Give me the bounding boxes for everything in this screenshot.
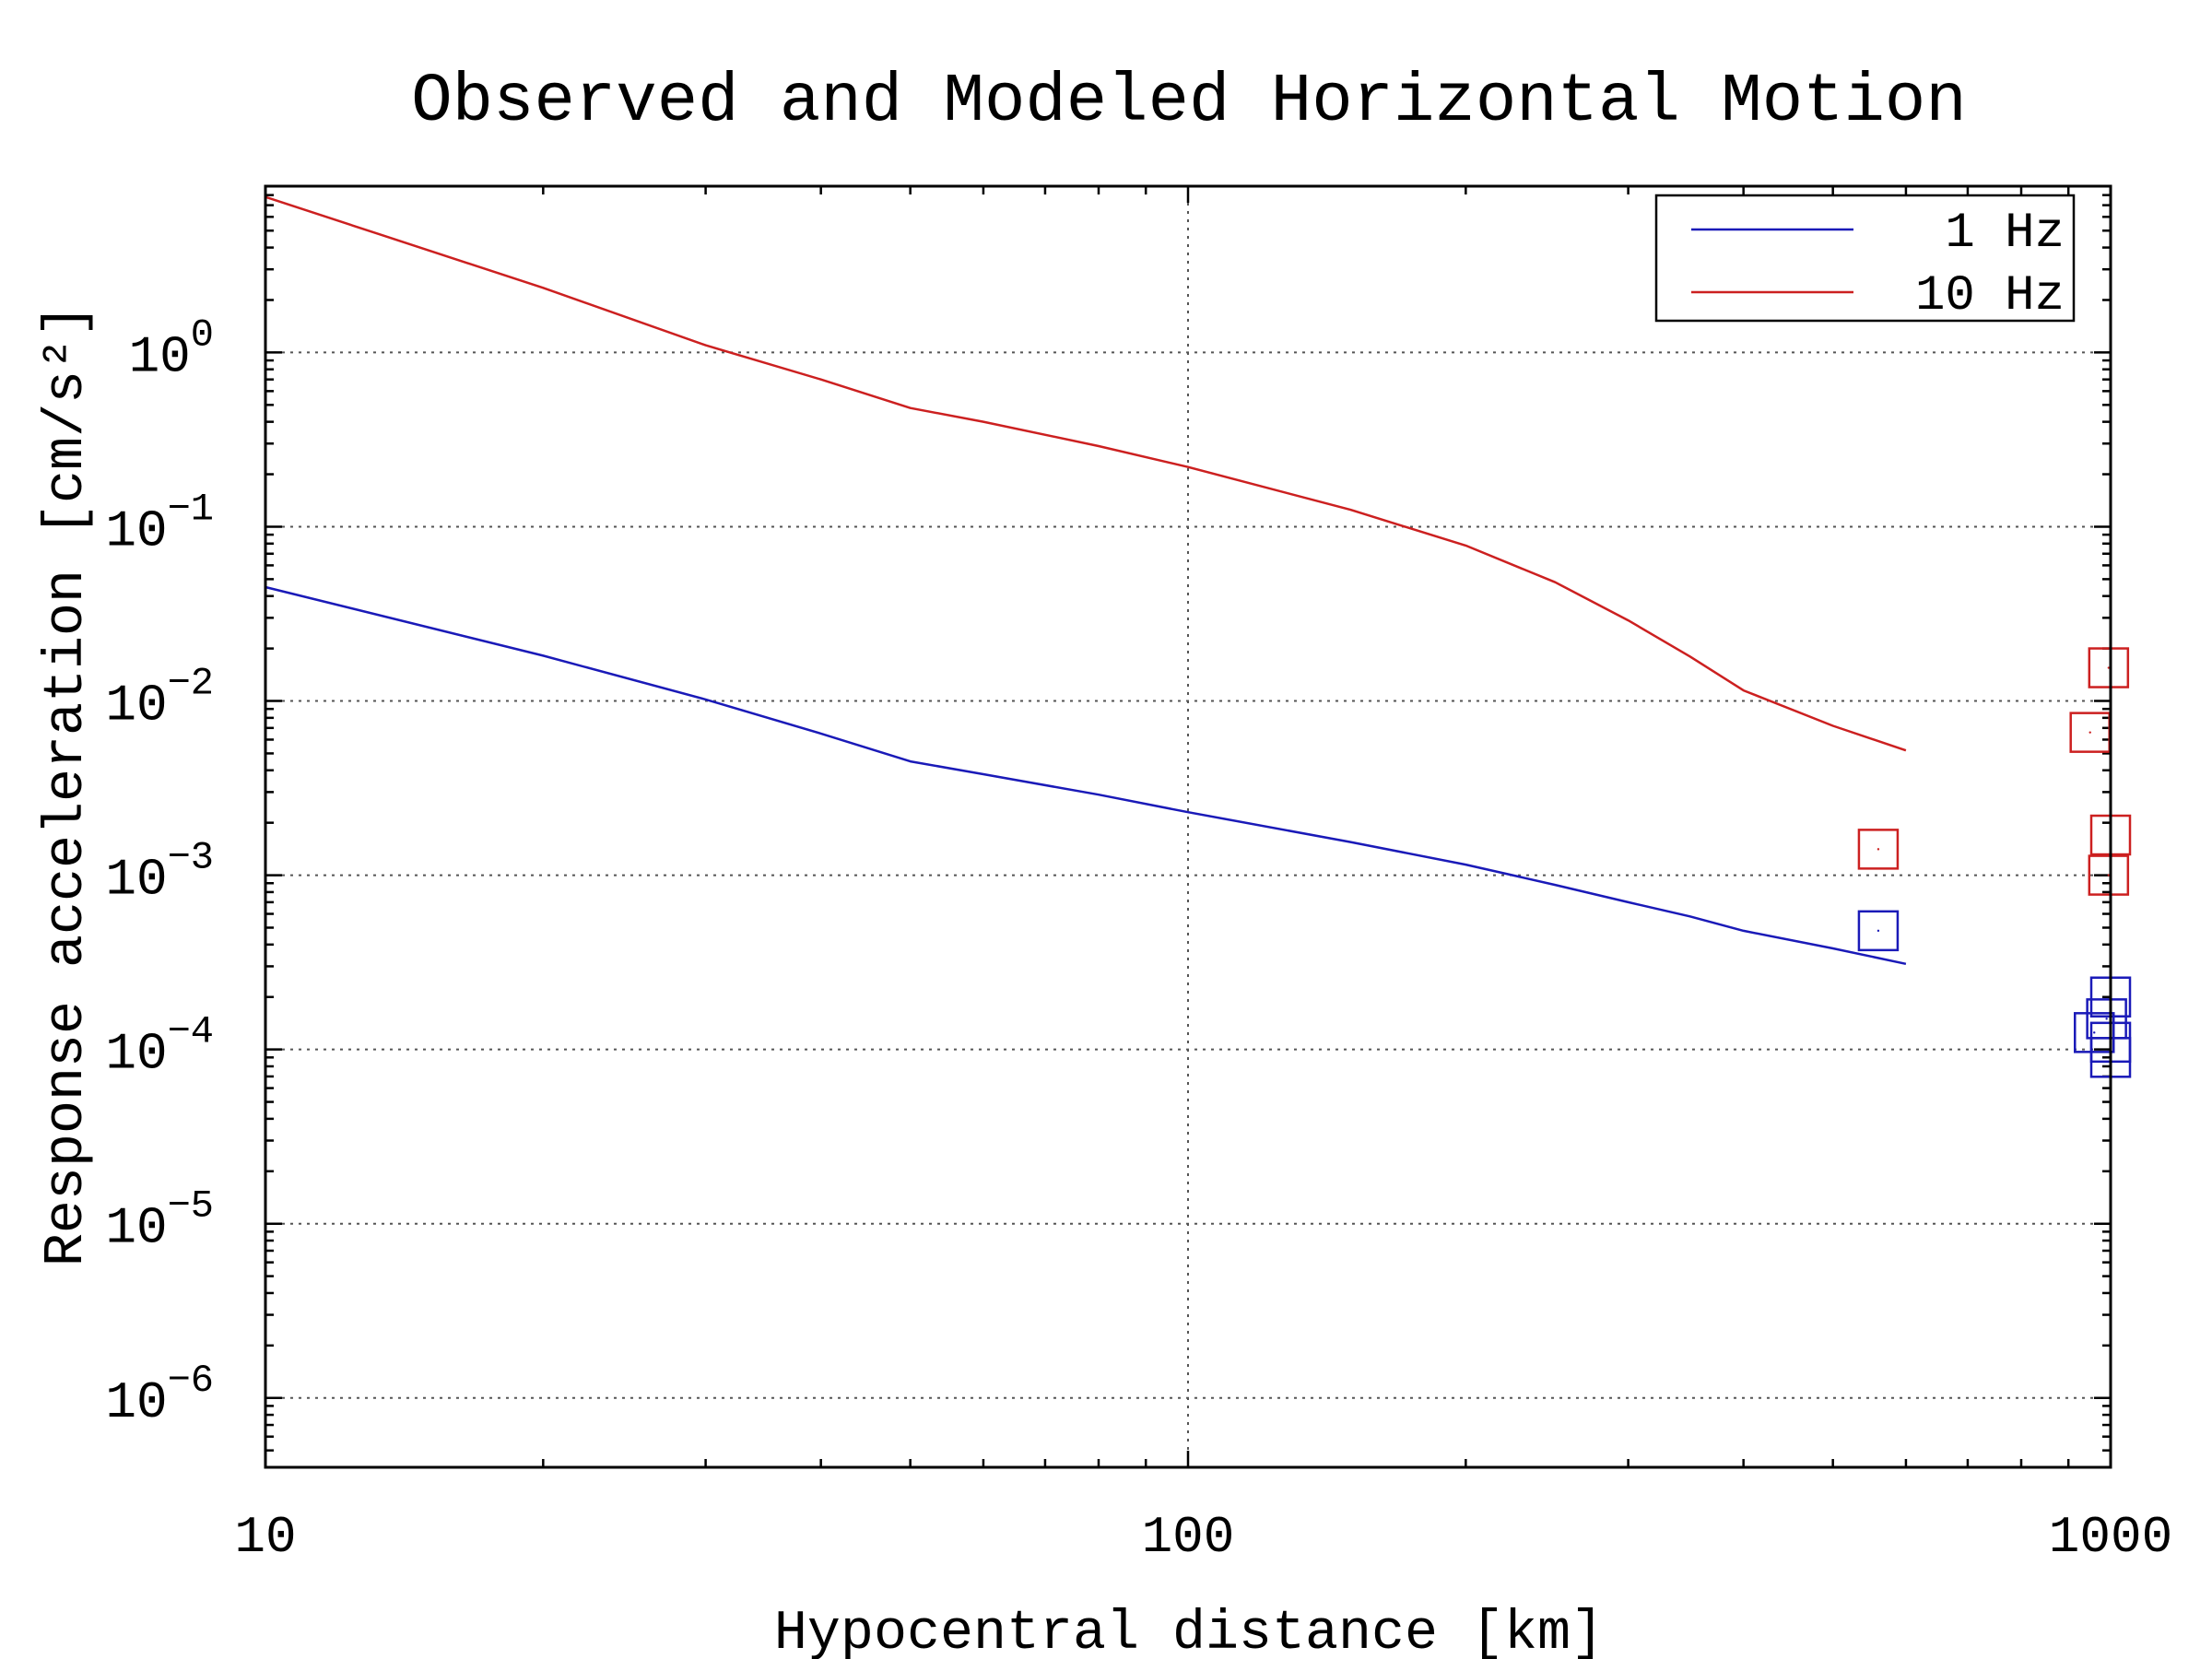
y-tick-label: 100 (129, 312, 214, 386)
x-tick-label: 100 (1142, 1508, 1235, 1567)
observed-marker-center (2088, 731, 2091, 734)
y-tick-exponent: −4 (168, 1010, 214, 1054)
plot-frame (264, 184, 2112, 1469)
y-tick-label: 10−4 (105, 1010, 214, 1084)
y-tick-exponent: −3 (168, 836, 214, 880)
observed-marker (2088, 647, 2130, 688)
series-line (265, 585, 1907, 966)
y-tick-label: 10−2 (105, 662, 214, 735)
observed-marker-center (1877, 929, 1880, 933)
grid-lines (265, 186, 2111, 1467)
legend-label: 10 Hz (1915, 268, 2065, 324)
y-tick-exponent: 0 (191, 312, 214, 357)
x-axis-label: Hypocentral distance [km] (774, 1603, 1604, 1659)
y-tick-base: 10 (105, 1373, 167, 1432)
observed-marker-center (1877, 848, 1880, 851)
chart-title: Observed and Modeled Horizontal Motion (411, 64, 1966, 141)
y-tick-base: 10 (105, 1025, 167, 1084)
y-tick-exponent: −5 (168, 1184, 214, 1229)
x-tick-label: 10 (234, 1508, 296, 1567)
observed-marker-center (2107, 666, 2111, 669)
y-tick-label: 10−5 (105, 1184, 214, 1258)
y-tick-label: 10−1 (105, 487, 214, 560)
y-tick-base: 10 (105, 1199, 167, 1258)
y-tick-label: 10−3 (105, 836, 214, 910)
observed-marker-center (2105, 1018, 2108, 1020)
observed-marker-center (2107, 874, 2111, 877)
observed-marker (1857, 910, 1900, 952)
y-tick-base: 10 (105, 501, 167, 560)
observed-marker (2088, 854, 2130, 896)
y-tick-exponent: −2 (168, 662, 214, 706)
x-tick-label: 1000 (2049, 1508, 2172, 1567)
legend-box (1654, 194, 2076, 323)
observed-marker (1857, 829, 1900, 870)
legend: 1 Hz 10 Hz (1654, 194, 2076, 324)
series-lines (265, 195, 1907, 966)
y-tick-base: 10 (129, 327, 191, 386)
series-line (265, 195, 1907, 752)
observed-marker-center (2093, 1031, 2096, 1034)
y-tick-exponent: −6 (168, 1359, 214, 1403)
y-tick-exponent: −1 (168, 487, 214, 531)
y-tick-base: 10 (105, 851, 167, 910)
legend-label: 1 Hz (1945, 206, 2065, 262)
x-tick-labels: 10 100 1000 (234, 1508, 2172, 1567)
y-tick-label: 10−6 (105, 1359, 214, 1432)
observed-marker (2074, 1012, 2115, 1053)
y-tick-base: 10 (105, 677, 167, 735)
y-axis-label: Response acceleration [cm/s²] (36, 304, 99, 1266)
